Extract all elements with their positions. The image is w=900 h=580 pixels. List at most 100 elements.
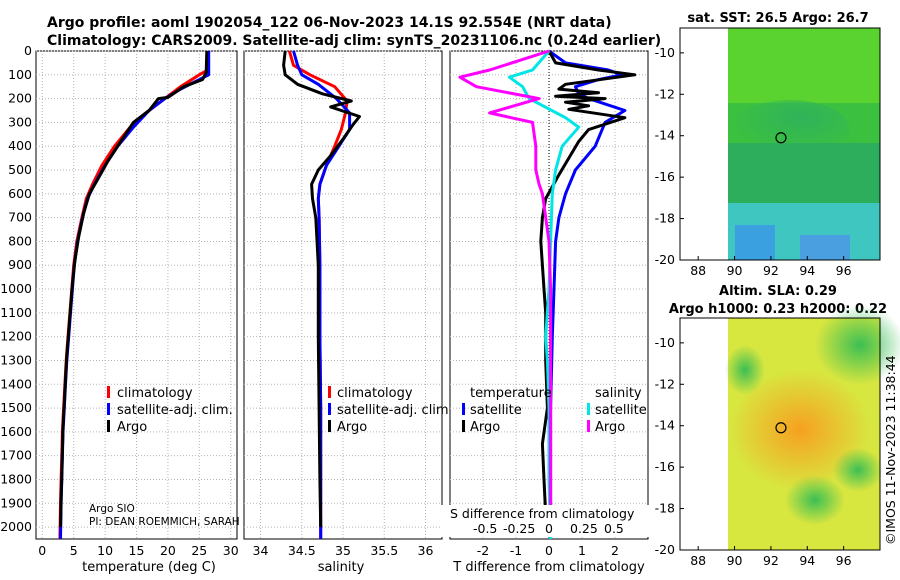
map-x-tick-label: 96 <box>836 263 852 278</box>
legend-t-argo-swatch <box>462 420 465 432</box>
salinity-legend: climatology satellite-adj. clim. Argo <box>328 386 453 435</box>
x-tick-label: 1 <box>578 543 586 558</box>
depth-tick-label: 1800 <box>0 471 32 486</box>
legend-satellite: satellite-adj. clim. <box>117 403 233 418</box>
argo-position-marker <box>775 132 787 144</box>
sla-map-border <box>679 317 881 551</box>
temperature-panel: 0100200300400500600700800900100011001200… <box>0 43 240 575</box>
map-x-tick-label: 94 <box>799 263 815 278</box>
series-argo <box>282 50 361 528</box>
map-y-tick-label: -20 <box>655 252 675 267</box>
annotation-argo-sio: Argo SIO <box>89 503 135 515</box>
depth-tick-label: 0 <box>24 43 32 58</box>
sst-cold-patch-2 <box>800 235 850 260</box>
map-x-tick-label: 92 <box>763 263 779 278</box>
depth-tick-label: 1400 <box>0 376 32 391</box>
legend-t-satellite-swatch <box>462 403 465 415</box>
x-tick-label: 10 <box>97 543 113 558</box>
legend-salinity: salinity <box>595 386 642 401</box>
map-y-tick-label: -16 <box>655 169 675 184</box>
sst-map-panel: sat. SST: 26.5 Argo: 26.7 88 90 92 94 96 -10 -… <box>655 11 881 278</box>
depth-tick-label: 1900 <box>0 495 32 510</box>
legend-climatology: climatology <box>337 386 413 401</box>
sla-low-blob-1 <box>815 305 900 385</box>
depth-tick-label: 1200 <box>0 329 32 344</box>
sla-map-subtitle: Argo h1000: 0.23 h2000: 0.22 <box>669 302 887 317</box>
temperature-xlabel: temperature (deg C) <box>82 560 216 575</box>
x-tick-label: 30 <box>223 543 239 558</box>
map-y-tick-label: -18 <box>655 501 675 516</box>
sla-map-title: Altim. SLA: 0.29 <box>719 284 837 299</box>
map-x-tick-label: 88 <box>690 263 706 278</box>
salinity-xlabel: salinity <box>318 560 365 575</box>
map-y-tick-label: -12 <box>655 86 675 101</box>
x-tick-label: 34 <box>253 543 269 558</box>
temperature-legend: climatology satellite-adj. clim. Argo <box>107 386 233 435</box>
sla-low-blob-3 <box>833 448 883 492</box>
title-line-1: Argo profile: aoml 1902054_122 06-Nov-20… <box>47 15 612 31</box>
x-tick-label: 35 <box>335 543 351 558</box>
annotation-pi: PI: DEAN ROEMMICH, SARAH <box>89 516 240 528</box>
x-tick-label: 35.5 <box>370 543 398 558</box>
map-x-tick-label: 96 <box>836 553 852 568</box>
legend-argo-swatch <box>328 420 331 432</box>
map-x-tick-label: 90 <box>727 553 743 568</box>
sla-high-blob <box>730 370 870 490</box>
depth-tick-label: 400 <box>8 138 32 153</box>
map-x-tick-label: 90 <box>727 263 743 278</box>
legend-argo: Argo <box>337 420 367 435</box>
depth-tick-label: 1600 <box>0 424 32 439</box>
legend-s-satellite: satellite <box>595 403 647 418</box>
map-x-tick-label: 92 <box>763 553 779 568</box>
series-temperature-satellite <box>548 49 627 539</box>
sst-field-north <box>728 28 880 103</box>
x-tick-label: 20 <box>160 543 176 558</box>
series-satellite-adj-clim- <box>292 50 352 539</box>
legend-s-satellite-swatch <box>587 403 590 415</box>
depth-tick-label: 1100 <box>0 305 32 320</box>
depth-tick-label: 1300 <box>0 352 32 367</box>
map-y-tick-label: -18 <box>655 211 675 226</box>
depth-tick-label: 500 <box>8 162 32 177</box>
top-axis-backdrop <box>440 505 650 537</box>
depth-tick-label: 1700 <box>0 448 32 463</box>
legend-satellite: satellite-adj. clim. <box>337 403 453 418</box>
legend-t-satellite: satellite <box>470 403 522 418</box>
top-tick-5: 0.5 <box>604 521 624 536</box>
sla-low-blob-4 <box>725 345 765 395</box>
x-tick-label: -1 <box>510 543 522 558</box>
sst-map-title: sat. SST: 26.5 Argo: 26.7 <box>687 11 868 26</box>
map-y-tick-label: -10 <box>655 45 675 60</box>
legend-argo: Argo <box>117 420 147 435</box>
x-tick-label: -2 <box>477 543 489 558</box>
map-y-tick-label: -14 <box>655 128 675 143</box>
x-tick-label: 25 <box>191 543 207 558</box>
map-y-tick-label: -14 <box>655 418 675 433</box>
series-argo <box>59 50 209 528</box>
top-tick-3: 0 <box>545 521 553 536</box>
difference-top-xlabel: S difference from climatology <box>450 506 635 521</box>
depth-tick-label: 200 <box>8 91 32 106</box>
x-tick-label: 36 <box>418 543 434 558</box>
legend-climatology-swatch <box>107 386 110 398</box>
legend-climatology: climatology <box>117 386 193 401</box>
sst-cold-patch-1 <box>735 225 775 260</box>
map-y-tick-label: -10 <box>655 335 675 350</box>
depth-tick-label: 600 <box>8 186 32 201</box>
sst-map-border <box>679 27 881 261</box>
sla-low-blob-2 <box>785 475 845 525</box>
map-x-tick-label: 88 <box>690 553 706 568</box>
depth-tick-label: 300 <box>8 114 32 129</box>
depth-tick-label: 2000 <box>0 519 32 534</box>
sst-warm-blob <box>730 100 850 160</box>
map-y-tick-label: -20 <box>655 542 675 557</box>
legend-satellite-swatch <box>107 403 110 415</box>
legend-s-argo-swatch <box>587 420 590 432</box>
legend-climatology-swatch <box>328 386 331 398</box>
argo-position-marker <box>775 422 787 434</box>
salinity-panel: 34 34.5 35 35.5 36 salinity climatology sate… <box>243 50 453 575</box>
legend-s-argo: Argo <box>595 420 625 435</box>
x-tick-label: 0 <box>545 543 553 558</box>
series-salinity-satellite <box>507 50 581 540</box>
